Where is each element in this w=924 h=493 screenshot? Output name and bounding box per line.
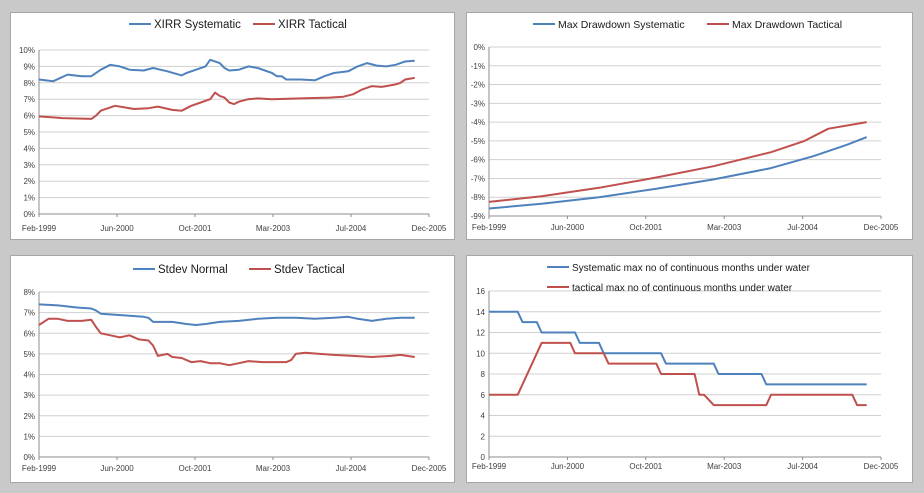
y-tick-label: 8: [481, 370, 486, 379]
x-tick-label: Mar-2003: [707, 462, 742, 471]
x-tick-label: Jul-2004: [336, 224, 367, 233]
y-tick-label: 10: [476, 349, 485, 358]
x-tick-label: Dec-2005: [864, 223, 899, 232]
x-tick-label: Mar-2003: [256, 464, 291, 473]
y-tick-label: 1%: [23, 432, 35, 441]
panel-months-under-water: 0 2 4 6 8 10 12 14 16 Feb-1999 Jun-2000 Oct-2001 Mar…: [466, 255, 913, 483]
series-line-red: [489, 341, 867, 407]
y-tick-label: 10%: [19, 46, 35, 55]
x-tick-label: Mar-2003: [707, 223, 742, 232]
max-drawdown-chart: 0% -1% -2% -3% -4% -5% -6% -7% -8% -9% Feb-1999 Jun…: [471, 19, 899, 232]
y-tick-label: 6: [481, 391, 486, 400]
series-line-blue: [38, 303, 415, 326]
x-tick-label: Jun-2000: [100, 224, 134, 233]
legend-label: Stdev Normal: [158, 264, 228, 276]
y-tick-label: 3%: [23, 161, 35, 170]
y-tick-label: 8%: [23, 79, 35, 88]
x-tick-label: Feb-1999: [22, 224, 57, 233]
x-tick-label: Dec-2005: [864, 462, 899, 471]
months-under-water-chart: 0 2 4 6 8 10 12 14 16 Feb-1999 Jun-2000 Oct-2001 Mar…: [472, 263, 899, 471]
y-tick-label: 12: [476, 329, 485, 338]
y-tick-label: 9%: [23, 62, 35, 71]
x-tick-label: Jun-2000: [100, 464, 134, 473]
x-tick-label: Jun-2000: [551, 462, 585, 471]
stdev-chart: 0% 1% 2% 3% 4% 5% 6% 7% 8% Feb-1999 Jun-2000 Oct-20…: [22, 264, 447, 473]
y-tick-label: 2: [481, 432, 486, 441]
y-tick-label: -8%: [471, 193, 485, 202]
series-line-red: [38, 76, 415, 120]
x-tick-label: Oct-2001: [179, 224, 212, 233]
x-tick-label: Mar-2003: [256, 224, 291, 233]
xirr-chart: 0% 1% 2% 3% 4% 5% 6% 7% 8% 9% 10% Feb-1999 Jun-2000 O…: [19, 19, 447, 233]
x-tick-label: Oct-2001: [629, 223, 662, 232]
series-line-blue: [488, 136, 868, 210]
series-line-red: [488, 121, 867, 203]
y-tick-label: -6%: [471, 156, 485, 165]
legend-label: Systematic max no of continuous months u…: [572, 263, 811, 274]
y-tick-label: -9%: [471, 212, 485, 221]
series-line-blue: [38, 58, 415, 83]
y-tick-label: 0%: [473, 43, 485, 52]
y-tick-label: 5%: [23, 350, 35, 359]
y-tick-label: -5%: [471, 137, 485, 146]
y-tick-label: 2%: [23, 412, 35, 421]
legend-label: Max Drawdown Systematic: [558, 19, 685, 31]
y-tick-label: 4: [481, 412, 486, 421]
x-tick-label: Feb-1999: [472, 462, 507, 471]
legend-label: XIRR Systematic: [154, 19, 241, 31]
panel-drawdown: 0% -1% -2% -3% -4% -5% -6% -7% -8% -9% Feb-1999 Jun…: [466, 12, 913, 240]
x-tick-label: Dec-2005: [412, 224, 447, 233]
y-tick-label: -2%: [471, 81, 485, 90]
x-tick-label: Oct-2001: [179, 464, 212, 473]
y-tick-label: 6%: [23, 329, 35, 338]
legend-label: Max Drawdown Tactical: [732, 19, 842, 31]
series-line-red: [38, 317, 415, 367]
x-tick-label: Jun-2000: [551, 223, 585, 232]
y-tick-label: -3%: [471, 99, 485, 108]
y-tick-label: 7%: [23, 95, 35, 104]
y-tick-label: 0: [481, 453, 486, 462]
y-tick-label: 0%: [23, 453, 35, 462]
x-tick-label: Oct-2001: [629, 462, 662, 471]
y-tick-label: 14: [476, 308, 485, 317]
y-tick-label: 8%: [23, 288, 35, 297]
y-tick-label: -1%: [471, 62, 485, 71]
x-tick-label: Feb-1999: [472, 223, 507, 232]
series-line-blue: [489, 310, 867, 386]
x-tick-label: Feb-1999: [22, 464, 57, 473]
y-tick-label: -7%: [471, 174, 485, 183]
y-tick-label: 3%: [23, 391, 35, 400]
y-tick-label: 7%: [23, 309, 35, 318]
y-tick-label: 16: [476, 287, 485, 296]
legend-label: XIRR Tactical: [278, 19, 347, 31]
y-tick-label: 1%: [23, 194, 35, 203]
y-tick-label: 2%: [23, 177, 35, 186]
y-tick-label: 5%: [23, 128, 35, 137]
y-tick-label: 6%: [23, 112, 35, 121]
y-tick-label: 0%: [23, 210, 35, 219]
panel-stdev: 0% 1% 2% 3% 4% 5% 6% 7% 8% Feb-1999 Jun-2000 Oct-20…: [10, 255, 455, 483]
panel-xirr: 0% 1% 2% 3% 4% 5% 6% 7% 8% 9% 10% Feb-1999 Jun-2000 O…: [10, 12, 455, 240]
x-tick-label: Jul-2004: [336, 464, 367, 473]
y-tick-label: -4%: [471, 118, 485, 127]
x-tick-label: Jul-2004: [787, 223, 818, 232]
y-tick-label: 4%: [23, 144, 35, 153]
legend-label: tactical max no of continuous months und…: [572, 283, 793, 294]
legend-label: Stdev Tactical: [274, 264, 345, 276]
y-tick-label: 4%: [23, 371, 35, 380]
x-tick-label: Dec-2005: [412, 464, 447, 473]
x-tick-label: Jul-2004: [787, 462, 818, 471]
